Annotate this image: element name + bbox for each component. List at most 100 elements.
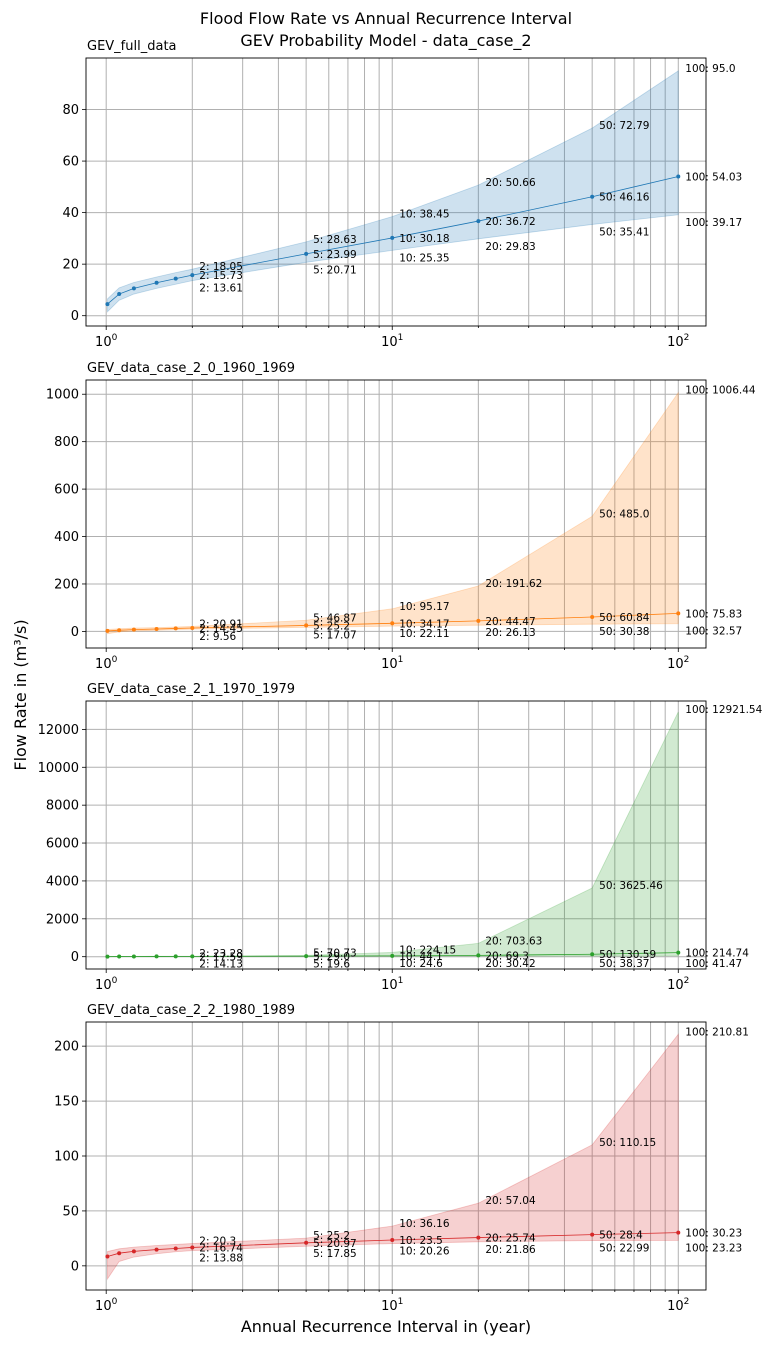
estimate-point xyxy=(173,626,178,631)
x-tick-label: 101 xyxy=(381,333,403,350)
x-tick-label: 102 xyxy=(667,1297,689,1314)
axes-frame xyxy=(85,700,707,970)
estimate-point xyxy=(117,628,122,633)
estimate-data-label: 5: 29.0 xyxy=(313,951,350,963)
estimate-point xyxy=(590,952,595,957)
upper-data-label: 20: 703.63 xyxy=(485,935,542,947)
lower-data-label: 10: 24.6 xyxy=(399,958,443,970)
upper-data-label: 2: 23.28 xyxy=(199,948,243,960)
estimate-point xyxy=(173,1246,178,1251)
y-tick-label: 200 xyxy=(54,577,79,592)
y-tick-label: 100 xyxy=(54,1150,79,1165)
subplot-title: GEV_data_case_2_2_1980_1989 xyxy=(87,1003,295,1018)
y-tick-label: 4000 xyxy=(46,874,79,889)
estimate-point xyxy=(131,954,136,959)
estimate-point xyxy=(676,950,681,955)
y-tick-label: 10000 xyxy=(38,761,79,776)
lower-data-label: 50: 38.37 xyxy=(599,958,649,970)
y-tick-label: 0 xyxy=(71,309,79,324)
estimate-point xyxy=(117,954,122,959)
lower-data-label: 10: 22.11 xyxy=(399,628,449,640)
lower-data-label: 10: 20.26 xyxy=(399,1246,450,1258)
upper-data-label: 50: 485.0 xyxy=(599,508,649,520)
y-tick-label: 40 xyxy=(62,206,79,221)
upper-data-label: 2: 18.05 xyxy=(199,261,243,273)
y-tick-label: 150 xyxy=(54,1095,79,1110)
estimate-data-label: 10: 23.5 xyxy=(399,1235,443,1247)
lower-data-label: 100: 39.17 xyxy=(685,217,742,229)
subplot-title: GEV_data_case_2_0_1960_1969 xyxy=(87,361,295,376)
subplot-4: GEV_data_case_2_2_1980_1989 0 50 100 150 200 1… xyxy=(54,1003,749,1314)
upper-data-label: 10: 36.16 xyxy=(399,1218,450,1230)
upper-data-label: 50: 3625.46 xyxy=(599,880,663,892)
lower-data-label: 2: 14.13 xyxy=(199,958,243,970)
estimate-point xyxy=(304,623,309,628)
y-tick-label: 0 xyxy=(71,950,79,965)
estimate-data-label: 50: 130.59 xyxy=(599,949,656,961)
y-tick-label: 80 xyxy=(62,103,79,118)
estimate-data-label: 20: 44.47 xyxy=(485,616,535,628)
estimate-data-label: 100: 75.83 xyxy=(685,608,742,620)
y-tick-label: 200 xyxy=(54,1040,79,1055)
upper-data-label: 50: 110.15 xyxy=(599,1137,656,1149)
estimate-data-label: 50: 28.4 xyxy=(599,1230,643,1242)
estimate-point xyxy=(131,286,136,291)
y-tick-label: 2000 xyxy=(46,912,79,927)
x-tick-label: 102 xyxy=(667,655,689,672)
estimate-point xyxy=(154,1247,159,1252)
upper-data-label: 100: 1006.44 xyxy=(685,385,756,397)
upper-data-label: 10: 95.17 xyxy=(399,601,449,613)
lower-data-label: 2: 13.88 xyxy=(199,1253,243,1265)
confidence-band xyxy=(107,1033,679,1281)
y-axis-label-text: Flow Rate in (m³/s) xyxy=(11,619,30,770)
lower-data-label: 100: 32.57 xyxy=(685,626,742,638)
x-tick-label: 101 xyxy=(381,655,403,672)
y-tick-label: 8000 xyxy=(46,799,79,814)
x-axis-label: Annual Recurrence Interval in (year) xyxy=(241,1317,531,1336)
upper-data-label: 10: 38.45 xyxy=(399,209,449,221)
lower-data-label: 2: 13.61 xyxy=(199,283,243,295)
estimate-point xyxy=(105,628,110,633)
upper-data-label: 5: 46.87 xyxy=(313,612,357,624)
estimate-point xyxy=(476,1235,481,1240)
y-tick-label: 0 xyxy=(71,625,79,640)
estimate-data-label: 2: 15.73 xyxy=(199,270,243,282)
estimate-point xyxy=(117,292,122,297)
y-axis-label: Flow Rate in (m³/s) xyxy=(11,619,30,770)
x-tick-label: 101 xyxy=(381,1297,403,1314)
subplot-2: GEV_data_case_2_0_1960_1969 0 200 400 600 800… xyxy=(46,361,756,672)
axes-frame xyxy=(85,57,707,327)
upper-data-label: 100: 210.81 xyxy=(685,1026,749,1038)
lower-data-label: 20: 30.42 xyxy=(485,958,535,970)
estimate-point xyxy=(131,1249,136,1254)
estimate-point xyxy=(476,618,481,623)
upper-data-label: 50: 72.79 xyxy=(599,120,649,132)
subplot-title: GEV_data_case_2_1_1970_1979 xyxy=(87,682,295,697)
estimate-point xyxy=(154,627,159,632)
axes-frame xyxy=(85,379,707,649)
axes-frame xyxy=(85,1021,707,1291)
estimate-point xyxy=(476,219,481,224)
upper-data-label: 5: 25.2 xyxy=(313,1230,350,1242)
lower-data-label: 50: 35.41 xyxy=(599,226,649,238)
estimate-data-label: 5: 20.97 xyxy=(313,1238,357,1250)
y-tick-label: 400 xyxy=(54,530,79,545)
subplots: GEV_full_data 0 20 40 60 80 100 101 102 2: 15.73 5… xyxy=(38,39,763,1314)
estimate-point xyxy=(190,954,195,959)
lower-data-label: 20: 29.83 xyxy=(485,241,535,253)
estimate-point xyxy=(304,1240,309,1245)
y-tick-label: 800 xyxy=(54,435,79,450)
estimate-point xyxy=(173,954,178,959)
lower-data-label: 50: 30.38 xyxy=(599,626,649,638)
estimate-point xyxy=(105,302,110,307)
figure-title-line1: Flood Flow Rate vs Annual Recurrence Int… xyxy=(200,9,572,28)
x-tick-label: 100 xyxy=(95,655,118,672)
estimate-point xyxy=(390,953,395,958)
y-tick-label: 20 xyxy=(62,258,79,273)
estimate-data-label: 20: 69.3 xyxy=(485,950,529,962)
estimate-point xyxy=(304,954,309,959)
confidence-band xyxy=(107,70,679,313)
lower-data-label: 5: 17.85 xyxy=(313,1248,357,1260)
lower-data-label: 2: 9.56 xyxy=(199,631,236,643)
